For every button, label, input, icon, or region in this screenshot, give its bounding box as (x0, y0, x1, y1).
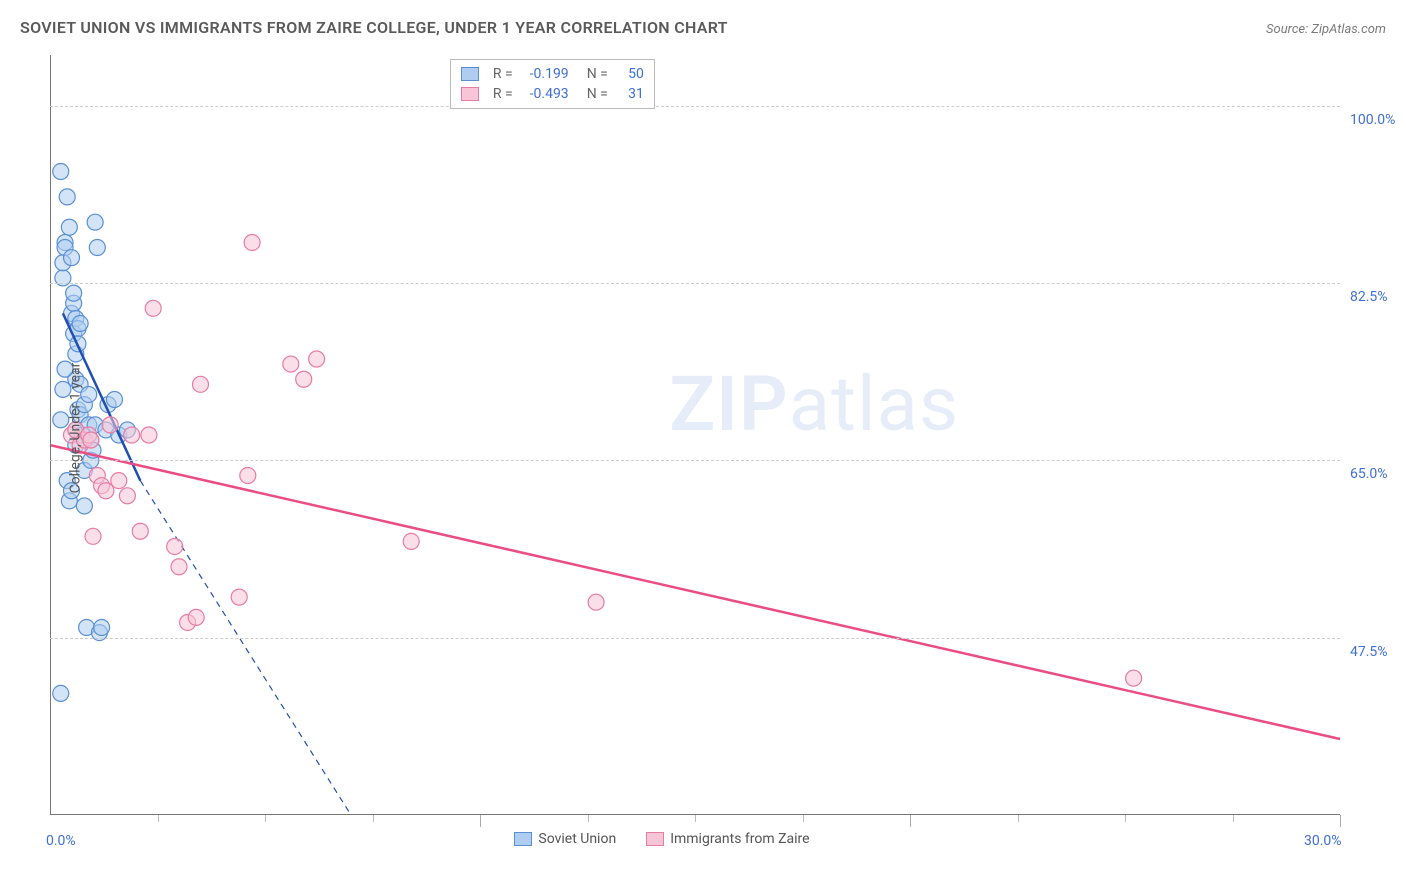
data-point (296, 371, 312, 387)
data-point (403, 533, 419, 549)
x-tick-minor (265, 815, 266, 822)
x-tick-minor (1018, 815, 1019, 822)
data-point (167, 538, 183, 554)
data-point (53, 412, 69, 428)
x-tick-minor (1233, 815, 1234, 822)
data-point (119, 488, 135, 504)
data-point (171, 559, 187, 575)
stats-r-value: -0.493 (521, 84, 569, 104)
stats-r-value: -0.199 (521, 64, 569, 84)
x-tick-major (480, 815, 481, 827)
y-tick-label: 82.5% (1350, 289, 1388, 305)
data-point (309, 351, 325, 367)
source-attribution: Source: ZipAtlas.com (1266, 22, 1386, 37)
data-point (124, 427, 140, 443)
plot-area: ZIPatlas (50, 55, 1340, 815)
x-tick-label-max: 30.0% (1304, 833, 1342, 849)
data-point (244, 234, 260, 250)
data-point (1126, 670, 1142, 686)
x-tick-minor (803, 815, 804, 822)
stats-n-value: 50 (616, 64, 644, 84)
gridline-h (50, 106, 1340, 107)
stats-n-label: N = (587, 84, 608, 104)
data-point (59, 189, 75, 205)
y-axis-label: College, Under 1 year (67, 362, 83, 493)
legend-swatch (646, 832, 664, 846)
data-point (89, 240, 105, 256)
gridline-h (50, 283, 1340, 284)
stats-n-value: 31 (616, 84, 644, 104)
data-point (231, 589, 247, 605)
data-point (188, 609, 204, 625)
series-legend: Soviet Union Immigrants from Zaire (514, 831, 809, 847)
data-point (53, 685, 69, 701)
data-point (588, 594, 604, 610)
data-point (240, 468, 256, 484)
data-point (83, 432, 99, 448)
x-tick-minor (373, 815, 374, 822)
data-point (94, 620, 110, 636)
chart-svg (50, 55, 1340, 815)
stats-row: R = -0.493 N = 31 (461, 84, 644, 104)
x-tick-minor (695, 815, 696, 822)
gridline-h (50, 460, 1340, 461)
legend-label: Soviet Union (538, 831, 616, 847)
legend-swatch (461, 67, 479, 81)
legend-swatch (514, 832, 532, 846)
data-point (53, 164, 69, 180)
y-tick-label: 100.0% (1350, 112, 1395, 128)
data-point (193, 376, 209, 392)
data-point (111, 473, 127, 489)
data-point (87, 214, 103, 230)
x-tick-label-min: 0.0% (46, 833, 76, 849)
stats-legend: R = -0.199 N = 50 R = -0.493 N = 31 (450, 59, 655, 109)
x-tick-minor (588, 815, 589, 822)
legend-item: Soviet Union (514, 831, 616, 847)
y-axis-line (50, 55, 51, 815)
data-point (145, 300, 161, 316)
data-point (61, 219, 77, 235)
legend-item: Immigrants from Zaire (646, 831, 809, 847)
stats-r-label: R = (493, 84, 513, 104)
x-tick-minor (158, 815, 159, 822)
y-tick-label: 47.5% (1350, 644, 1388, 660)
gridline-h (50, 638, 1340, 639)
x-tick-major (1340, 815, 1341, 827)
data-point (85, 528, 101, 544)
x-tick-minor (1125, 815, 1126, 822)
stats-n-label: N = (587, 64, 608, 84)
chart-title: SOVIET UNION VS IMMIGRANTS FROM ZAIRE CO… (20, 18, 728, 37)
stats-r-label: R = (493, 64, 513, 84)
legend-label: Immigrants from Zaire (670, 831, 809, 847)
trend-line-dashed (140, 481, 351, 815)
data-point (64, 250, 80, 266)
x-tick-major (910, 815, 911, 827)
data-point (141, 427, 157, 443)
data-point (283, 356, 299, 372)
legend-swatch (461, 87, 479, 101)
data-point (72, 316, 88, 332)
data-point (107, 392, 123, 408)
data-point (102, 417, 118, 433)
stats-row: R = -0.199 N = 50 (461, 64, 644, 84)
data-point (66, 285, 82, 301)
data-point (132, 523, 148, 539)
data-point (76, 498, 92, 514)
y-tick-label: 65.0% (1350, 466, 1388, 482)
